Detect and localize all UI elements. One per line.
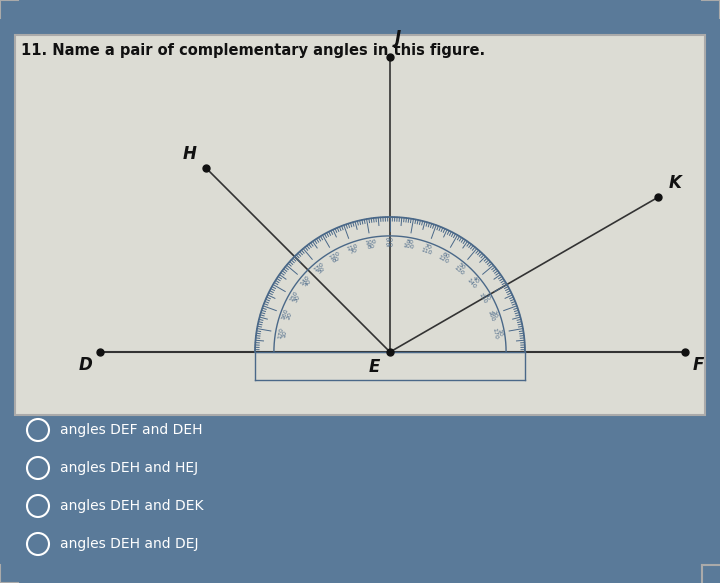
Text: 20
160: 20 160 — [486, 308, 499, 322]
Text: angles DEH and DEJ: angles DEH and DEJ — [60, 537, 199, 551]
Text: J: J — [395, 29, 401, 47]
Text: 90
90: 90 90 — [386, 238, 394, 248]
Text: 160
20: 160 20 — [281, 308, 294, 322]
Circle shape — [27, 419, 49, 441]
Circle shape — [27, 457, 49, 479]
Text: angles DEH and DEK: angles DEH and DEK — [60, 499, 204, 513]
Text: angles DEF and DEH: angles DEF and DEH — [60, 423, 202, 437]
Text: 10
170: 10 170 — [492, 326, 503, 340]
Text: 70
110: 70 110 — [420, 243, 434, 256]
Circle shape — [27, 533, 49, 555]
Text: 40
140: 40 140 — [466, 275, 481, 290]
Text: 50
130: 50 130 — [452, 261, 468, 276]
Bar — [15, 35, 705, 415]
Text: 110
70: 110 70 — [346, 243, 360, 256]
Text: 130
50: 130 50 — [312, 261, 328, 276]
Text: H: H — [182, 145, 196, 163]
Text: 11. Name a pair of complementary angles in this figure.: 11. Name a pair of complementary angles … — [21, 43, 485, 58]
Circle shape — [27, 495, 49, 517]
Text: D: D — [78, 356, 92, 374]
Text: angles DEH and HEJ: angles DEH and HEJ — [60, 461, 198, 475]
Text: K: K — [668, 174, 681, 192]
Text: 60
120: 60 120 — [437, 251, 452, 265]
Text: F: F — [693, 356, 704, 374]
Text: 100
80: 100 80 — [364, 239, 377, 250]
Text: 150
30: 150 30 — [289, 290, 302, 305]
Text: 170
10: 170 10 — [277, 326, 289, 340]
Text: 140
40: 140 40 — [299, 275, 314, 290]
Text: E: E — [369, 358, 380, 376]
Text: 30
150: 30 150 — [477, 290, 492, 305]
Text: 120
60: 120 60 — [328, 251, 343, 265]
Text: 80
100: 80 100 — [402, 239, 415, 250]
